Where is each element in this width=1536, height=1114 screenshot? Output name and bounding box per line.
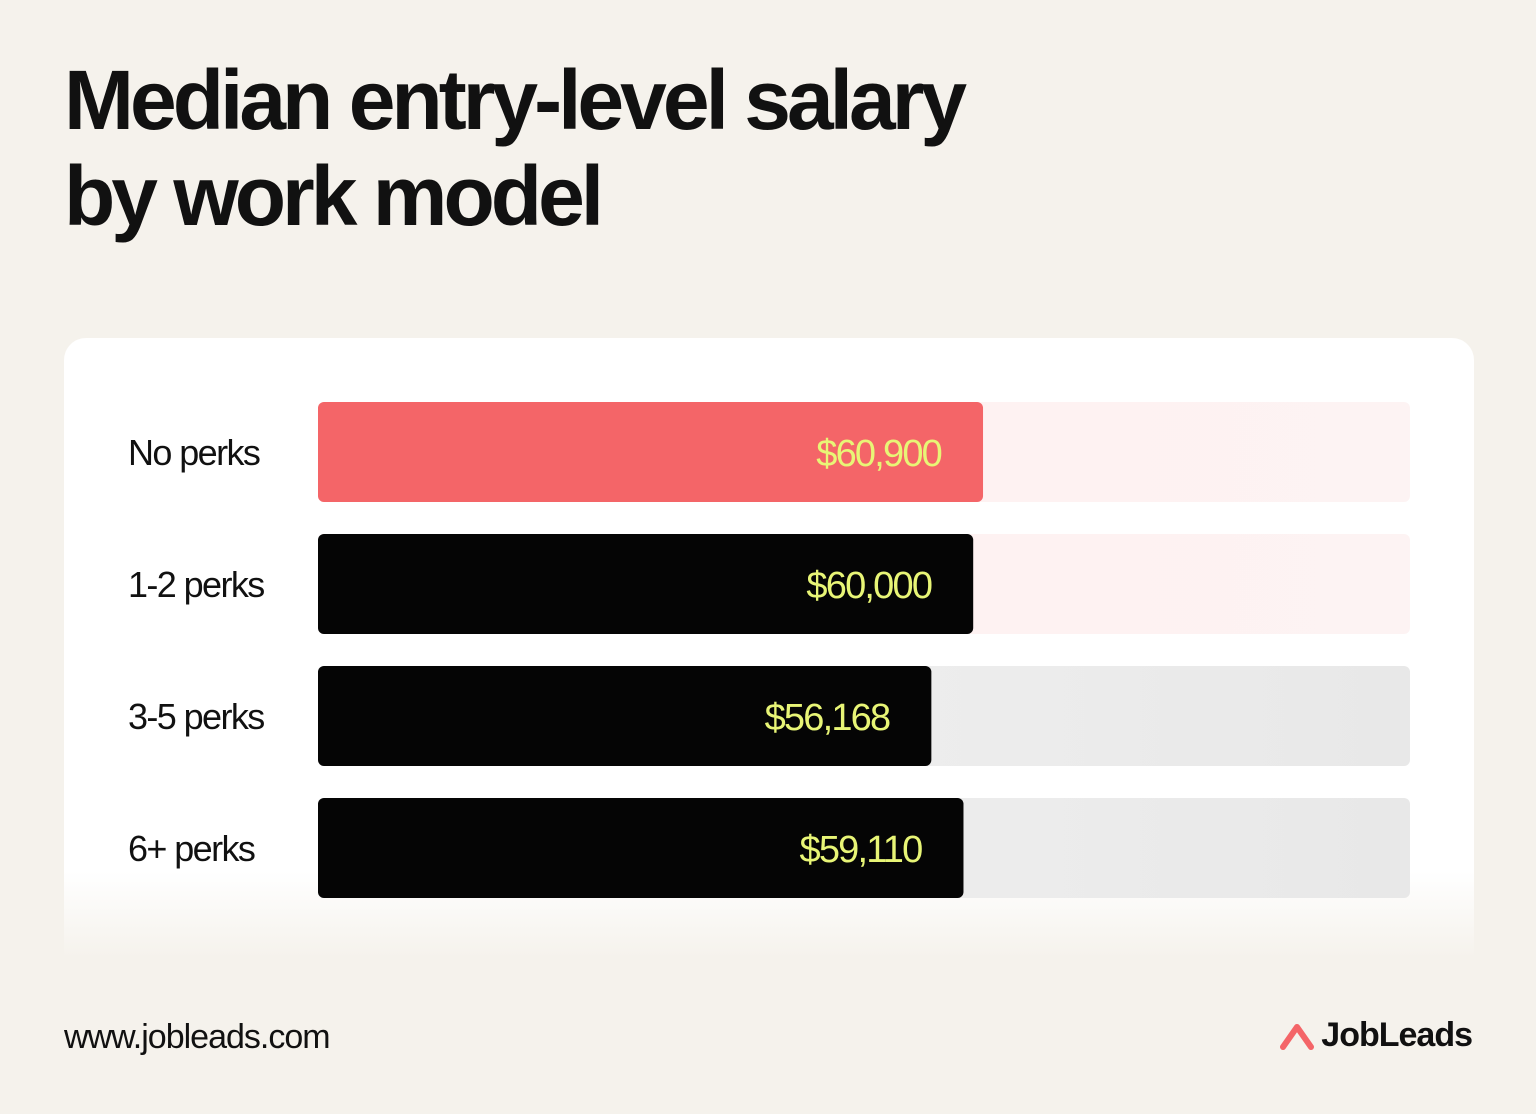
footer-url: www.jobleads.com xyxy=(64,1018,331,1056)
jobleads-logo-icon xyxy=(1280,1023,1315,1050)
bar xyxy=(318,666,932,766)
value-label: $59,110 xyxy=(800,829,923,871)
category-label: 3-5 perks xyxy=(128,696,264,737)
value-label: $56,168 xyxy=(765,697,890,739)
chart-title-line-2: by work model xyxy=(64,149,604,243)
bar xyxy=(318,534,974,634)
chart-card: No perks $60,900 1-2 perks $60,000 3-5 perks… xyxy=(64,338,1474,958)
brand-logo: JobLeads xyxy=(1279,1016,1473,1055)
category-label: 6+ perks xyxy=(128,828,255,869)
bar xyxy=(318,798,964,898)
value-label: $60,900 xyxy=(816,433,941,475)
category-label: 1-2 perks xyxy=(128,564,264,605)
chart-title: Median entry-level salary by work model xyxy=(64,52,1164,244)
category-label: No perks xyxy=(128,432,260,473)
value-label: $60,000 xyxy=(806,565,931,607)
bar xyxy=(318,402,984,502)
chart-title-line-1: Median entry-level salary xyxy=(64,53,967,147)
brand-name: JobLeads xyxy=(1321,1016,1473,1054)
bar-chart: No perks $60,900 1-2 perks $60,000 3-5 perks… xyxy=(128,402,1410,898)
